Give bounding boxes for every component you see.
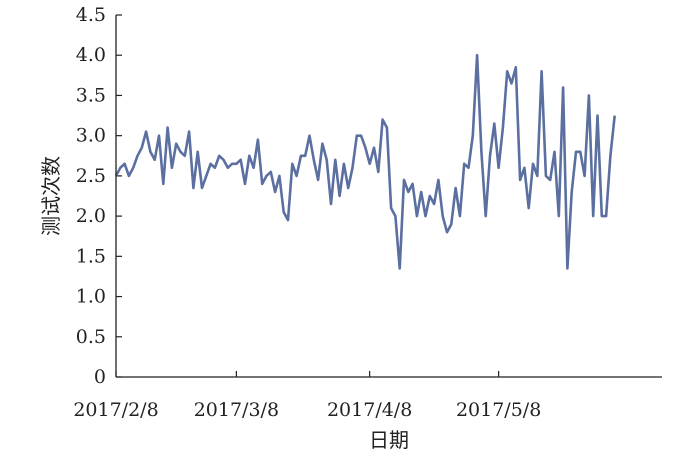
y-tick-label: 4.0 <box>76 44 106 66</box>
y-axis-ticks: 0 0.5 1.0 1.5 2.0 2.5 3.0 3.5 4.0 4.5 <box>76 4 122 388</box>
x-axis-title: 日期 <box>369 428 409 452</box>
y-tick-label: 2.0 <box>76 205 106 227</box>
y-tick-label: 3.5 <box>76 84 106 106</box>
x-tick-label: 2017/2/8 <box>73 399 158 421</box>
y-tick-label: 2.5 <box>76 165 106 187</box>
series-line <box>114 53 616 270</box>
x-tick-label: 2017/4/8 <box>327 399 412 421</box>
y-tick-label: 3.0 <box>76 125 106 147</box>
y-tick-label: 1.5 <box>76 245 106 267</box>
x-tick-label: 2017/5/8 <box>456 399 541 421</box>
x-tick-label: 2017/3/8 <box>194 399 279 421</box>
y-tick-label: 0 <box>94 366 106 388</box>
y-axis-title: 测试次数 <box>39 156 63 236</box>
y-tick-label: 0.5 <box>76 326 106 348</box>
y-tick-label: 1.0 <box>76 286 106 308</box>
x-axis-ticks: 2017/2/8 2017/3/8 2017/4/8 2017/5/8 <box>73 371 541 421</box>
y-tick-label: 4.5 <box>76 4 106 26</box>
